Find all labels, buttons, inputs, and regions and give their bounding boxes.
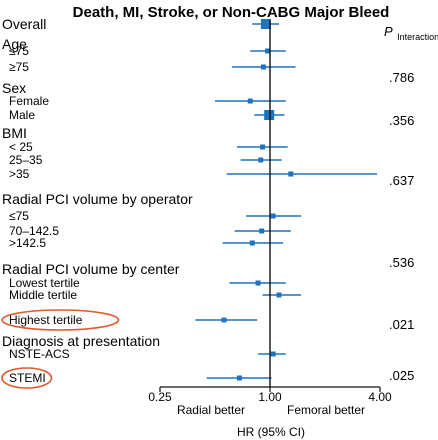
point-estimate-middle-tertile-17 — [276, 292, 282, 298]
row-label-75-2: ≤75 — [9, 44, 29, 58]
point-estimate-75-2 — [265, 48, 271, 54]
p-value-0: .786 — [389, 70, 414, 85]
point-estimate-nste-acs-20 — [270, 351, 276, 357]
row-label-70-142-5-13: 70–142.5 — [9, 224, 59, 238]
point-estimate-lowest-tertile-16 — [255, 280, 261, 286]
p-interaction-header: P Interaction — [384, 23, 438, 42]
group-label-overall-0: Overall — [2, 16, 46, 32]
p-header-main: P — [384, 24, 393, 39]
p-value-5: .025 — [389, 368, 414, 383]
point-estimate-75-3 — [260, 64, 266, 70]
group-label-age-1: Age — [2, 36, 27, 52]
group-label-radial-pci-volume-by-center-15: Radial PCI volume by center — [2, 261, 180, 277]
row-label-75-12: ≤75 — [9, 209, 29, 223]
row-label-highest-tertile-18: Highest tertile — [9, 313, 83, 327]
point-estimate-25-35-9 — [258, 157, 264, 163]
chart-title: Death, MI, Stroke, or Non-CABG Major Ble… — [73, 4, 390, 21]
point-estimate-female-5 — [247, 98, 253, 104]
group-label-bmi-7: BMI — [2, 125, 27, 141]
point-estimate-25-8 — [260, 144, 266, 150]
point-estimate-overall-0 — [260, 19, 271, 29]
row-label-lowest-tertile-16: Lowest tertile — [9, 276, 80, 290]
point-estimate-stemi-21 — [236, 375, 242, 381]
p-value-4: .021 — [389, 317, 414, 332]
point-estimate-highest-tertile-18 — [221, 317, 227, 323]
group-label-radial-pci-volume-by-operator-11: Radial PCI volume by operator — [2, 191, 193, 207]
row-label-25-35-9: 25–35 — [9, 153, 43, 167]
point-estimate-35-10 — [288, 171, 294, 177]
p-values-layer: .786 .356 .637 .536 .021 .025 — [389, 70, 414, 383]
p-value-3: .536 — [389, 255, 414, 270]
row-label-35-10: >35 — [9, 167, 30, 181]
direction-label-left: Radial better — [177, 403, 245, 417]
p-header-sub: Interaction — [397, 32, 438, 42]
row-label-female-5: Female — [9, 94, 49, 108]
direction-label-right: Femoral better — [287, 403, 365, 417]
x-axis: 0.25 1.00 4.00 — [148, 20, 392, 404]
row-label-male-6: Male — [9, 108, 35, 122]
highlight-ellipse-stemi — [1, 367, 53, 389]
point-estimate-75-12 — [270, 213, 276, 219]
group-label-diagnosis-at-presentation-19: Diagnosis at presentation — [2, 333, 160, 349]
x-tick-label-1: 1.00 — [258, 390, 282, 404]
row-label-75-3: ≥75 — [9, 60, 29, 74]
row-label-25-8: < 25 — [9, 140, 33, 154]
group-label-sex-4: Sex — [2, 80, 26, 96]
row-label-middle-tertile-17: Middle tertile — [9, 288, 77, 302]
x-tick-label-2: 4.00 — [368, 390, 392, 404]
p-value-1: .356 — [389, 113, 414, 128]
x-axis-title: HR (95% CI) — [237, 425, 305, 439]
p-value-2: .637 — [389, 173, 414, 188]
point-estimate-male-6 — [264, 110, 275, 120]
point-estimate-142-5-14 — [249, 240, 255, 246]
highlight-ellipse-highest-tertile — [1, 309, 120, 331]
x-tick-label-0: 0.25 — [148, 390, 172, 404]
point-estimate-70-142-5-13 — [259, 228, 265, 234]
row-label-stemi-21: STEMI — [9, 371, 46, 385]
row-label-142-5-14: >142.5 — [9, 236, 46, 250]
row-label-nste-acs-20: NSTE-ACS — [9, 347, 70, 361]
